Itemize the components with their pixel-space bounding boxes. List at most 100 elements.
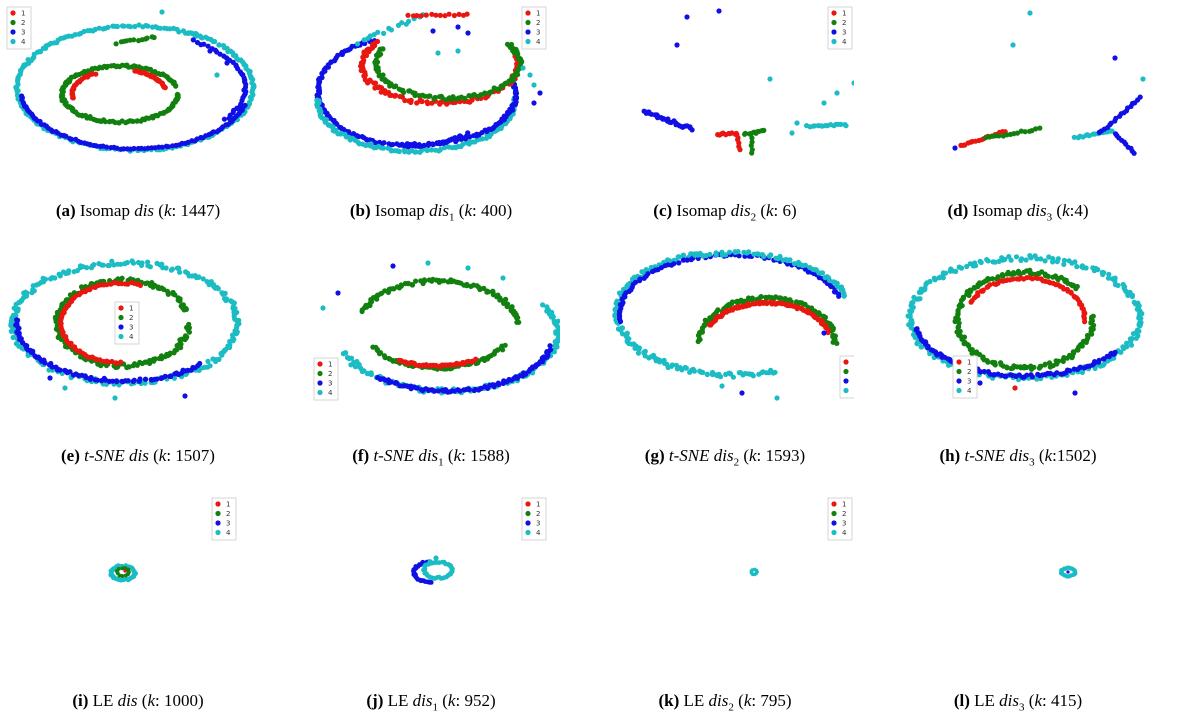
caption-method: t-SNE bbox=[668, 446, 710, 465]
legend-marker-3 bbox=[525, 29, 531, 35]
point-class-2 bbox=[960, 294, 967, 300]
point-class-3 bbox=[531, 100, 537, 106]
point-class-4 bbox=[713, 252, 719, 258]
point-class-4 bbox=[812, 267, 818, 273]
point-class-4 bbox=[756, 371, 762, 377]
point-class-2 bbox=[466, 93, 472, 99]
point-class-2 bbox=[144, 35, 150, 41]
legend-label-3: 3 bbox=[226, 520, 230, 528]
point-class-2 bbox=[1073, 286, 1079, 292]
point-class-4 bbox=[736, 370, 742, 376]
caption-label: (j) bbox=[366, 691, 384, 710]
point-class-2 bbox=[409, 282, 416, 288]
point-class-2 bbox=[758, 294, 764, 300]
point-class-2 bbox=[134, 118, 140, 124]
point-class-2 bbox=[113, 41, 119, 47]
legend-marker-4 bbox=[831, 38, 837, 45]
point-class-2 bbox=[1008, 365, 1014, 372]
point-class-4 bbox=[13, 313, 19, 319]
point-class-3 bbox=[87, 376, 93, 382]
point-class-3 bbox=[335, 290, 341, 296]
point-class-2 bbox=[761, 127, 767, 133]
point-class-3 bbox=[645, 271, 651, 277]
legend-label-4: 4 bbox=[226, 529, 231, 537]
legend-marker-1 bbox=[843, 359, 849, 365]
point-class-3 bbox=[434, 140, 440, 147]
point-class-2 bbox=[992, 133, 998, 139]
point-class-3 bbox=[47, 375, 53, 381]
caption-measure: dis bbox=[730, 201, 751, 220]
legend-marker-2 bbox=[118, 314, 124, 321]
point-class-4 bbox=[1019, 256, 1025, 262]
caption-k: 400 bbox=[480, 201, 507, 220]
point-class-4 bbox=[210, 356, 216, 362]
caption-measure: dis bbox=[134, 201, 155, 220]
caption-sub: 3 bbox=[1019, 701, 1025, 714]
point-class-4 bbox=[48, 276, 54, 282]
legend-label-4: 4 bbox=[328, 389, 333, 397]
point-class-1 bbox=[123, 569, 127, 573]
point-class-4 bbox=[433, 555, 439, 561]
point-class-4 bbox=[361, 37, 367, 43]
caption-j: (j) LE dis1 (k: 952) bbox=[366, 691, 496, 714]
legend-box bbox=[839, 355, 854, 399]
caption-sub: 1 bbox=[449, 211, 455, 224]
point-class-4 bbox=[212, 38, 218, 45]
point-class-4 bbox=[100, 262, 106, 268]
legend-label-3: 3 bbox=[129, 324, 133, 332]
point-class-3 bbox=[465, 30, 471, 36]
point-class-2 bbox=[1060, 357, 1066, 363]
point-class-4 bbox=[399, 20, 405, 26]
point-class-1 bbox=[1082, 319, 1088, 325]
point-class-4 bbox=[124, 260, 130, 266]
point-class-1 bbox=[456, 11, 462, 17]
point-class-4 bbox=[36, 281, 42, 287]
scatter-plot-j: 12 34 bbox=[411, 497, 547, 585]
point-class-4 bbox=[406, 18, 412, 24]
point-class-3 bbox=[836, 293, 842, 299]
point-class-4 bbox=[687, 369, 693, 375]
point-class-4 bbox=[105, 24, 111, 30]
point-class-4 bbox=[826, 277, 833, 284]
legend-marker-2 bbox=[831, 19, 837, 26]
point-class-2 bbox=[1028, 363, 1034, 369]
caption-method: t-SNE bbox=[373, 446, 415, 465]
legend-label-1: 1 bbox=[226, 501, 230, 509]
legend-label-1: 1 bbox=[967, 359, 971, 367]
caption-measure: dis bbox=[418, 446, 439, 465]
point-class-3 bbox=[167, 373, 173, 379]
point-class-2 bbox=[185, 327, 191, 333]
caption-method: Isomap bbox=[374, 201, 425, 220]
point-class-3 bbox=[113, 378, 120, 384]
point-class-3 bbox=[70, 372, 77, 378]
point-class-3 bbox=[495, 380, 501, 386]
point-class-4 bbox=[843, 123, 849, 129]
point-class-3 bbox=[500, 380, 506, 386]
point-class-4 bbox=[84, 265, 90, 271]
point-class-3 bbox=[119, 378, 125, 384]
legend-label-3: 3 bbox=[842, 29, 846, 37]
caption-k: 6 bbox=[782, 201, 792, 220]
point-class-3 bbox=[359, 134, 365, 140]
caption-label: (e) bbox=[61, 446, 80, 465]
point-class-3 bbox=[53, 364, 59, 370]
point-class-4 bbox=[1133, 335, 1139, 341]
point-class-4 bbox=[1128, 338, 1134, 344]
point-class-3 bbox=[537, 90, 543, 96]
point-class-3 bbox=[435, 388, 441, 394]
caption-measure: dis bbox=[713, 446, 734, 465]
legend-label-4: 4 bbox=[21, 38, 26, 46]
point-class-1 bbox=[362, 77, 368, 83]
legend-marker-2 bbox=[317, 370, 323, 377]
point-class-2 bbox=[749, 135, 755, 141]
point-class-2 bbox=[485, 289, 491, 295]
point-class-4 bbox=[907, 308, 913, 314]
point-class-3 bbox=[455, 24, 461, 30]
point-class-2 bbox=[1022, 129, 1028, 135]
point-class-3 bbox=[444, 138, 450, 145]
caption-label: (f) bbox=[352, 446, 370, 465]
point-class-3 bbox=[205, 43, 211, 49]
